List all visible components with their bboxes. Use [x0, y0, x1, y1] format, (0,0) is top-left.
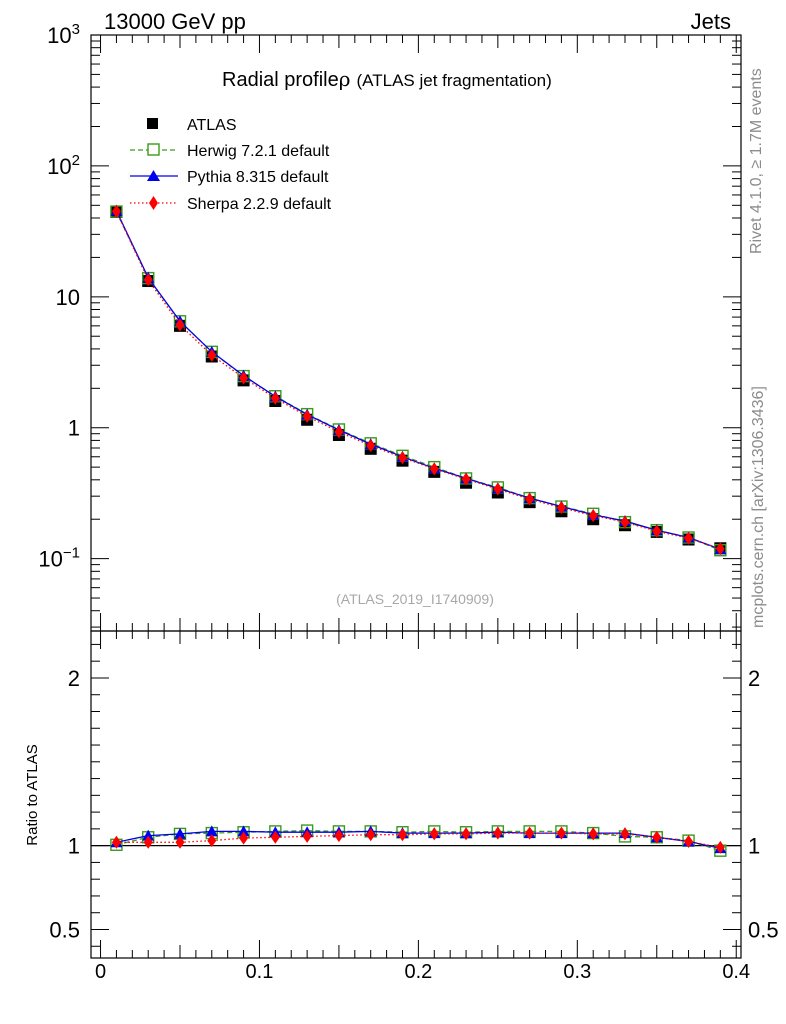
ratio-point-sherpa: [556, 826, 566, 840]
legend-item-herwig: Herwig 7.2.1 default: [130, 143, 330, 160]
analysis-watermark: (ATLAS_2019_I1740909): [336, 591, 494, 607]
legend-label-sherpa: Sherpa 2.2.9 default: [187, 196, 332, 213]
ratio-point-sherpa: [461, 827, 471, 841]
ratio-point-sherpa: [270, 830, 280, 844]
ratio-point-sherpa: [429, 827, 439, 841]
ratio-point-sherpa: [620, 827, 630, 841]
ratio-y-axis-label: Ratio to ATLAS: [24, 744, 41, 845]
main-point-sherpa: [302, 409, 312, 423]
main-point-sherpa: [397, 451, 407, 465]
legend-label-herwig: Herwig 7.2.1 default: [187, 143, 330, 160]
ratio-plot-frame: [90, 630, 742, 959]
main-y-tick-label: 10−1: [38, 545, 80, 572]
main-point-sherpa: [620, 515, 630, 529]
chart-title: Radial profileρ (ATLAS jet fragmentation): [222, 67, 552, 91]
ratio-line-sherpa: [116, 832, 721, 848]
main-line-sherpa: [115, 211, 721, 550]
ratio-point-sherpa: [239, 831, 249, 845]
x-tick-label: 0: [95, 961, 106, 983]
legend-item-atlas: ATLAS: [147, 117, 237, 134]
mcplots-label: mcplots.cern.ch [arXiv:1306.3436]: [750, 386, 767, 628]
main-series: [110, 204, 727, 557]
main-point-sherpa: [556, 501, 566, 515]
main-point-sherpa: [429, 462, 439, 476]
ratio-y-tick-label-right: 2: [748, 666, 760, 691]
legend-label-pythia: Pythia 8.315 default: [187, 169, 329, 186]
ratio-point-pythia: [205, 825, 218, 837]
main-point-sherpa: [334, 425, 344, 439]
header-right: Jets: [691, 9, 731, 34]
ratio-point-sherpa: [175, 835, 185, 849]
main-point-sherpa: [270, 391, 280, 405]
ratio-y-tick-label-left: 2: [68, 666, 80, 691]
main-point-sherpa: [652, 524, 662, 538]
x-tick-label: 0.2: [404, 961, 432, 983]
ratio-y-tick-label-right: 0.5: [748, 917, 779, 942]
ratio-y-tick-label-right: 1: [748, 834, 760, 859]
main-line-pythia: [115, 210, 721, 550]
legend-marker-pythia: [147, 170, 160, 181]
ratio-point-sherpa: [207, 834, 217, 848]
main-point-sherpa: [525, 492, 535, 506]
ratio-point-sherpa: [143, 835, 153, 849]
x-tick-label: 0.1: [246, 961, 274, 983]
main-y-tick-label: 1: [68, 416, 80, 441]
header-left: 13000 GeV pp: [104, 9, 246, 34]
ratio-point-sherpa: [684, 834, 694, 848]
main-point-sherpa: [239, 371, 249, 385]
ratio-point-pythia: [173, 827, 186, 839]
legend-item-pythia: Pythia 8.315 default: [130, 169, 329, 186]
main-point-sherpa: [366, 439, 376, 453]
ratio-point-sherpa: [493, 826, 503, 840]
main-point-sherpa: [588, 509, 598, 523]
ratio-point-sherpa: [302, 829, 312, 843]
ratio-point-sherpa: [525, 826, 535, 840]
main-point-sherpa: [111, 204, 121, 218]
ratio-point-sherpa: [397, 828, 407, 842]
main-line-herwig: [115, 211, 721, 551]
title-main: Radial profile: [222, 69, 339, 91]
main-point-sherpa: [175, 318, 185, 332]
ratio-point-sherpa: [715, 840, 725, 854]
main-y-tick-label: 102: [47, 152, 80, 179]
ratio-point-sherpa: [334, 829, 344, 843]
ratio-point-sherpa: [366, 828, 376, 842]
ratio-point-pythia: [142, 829, 155, 841]
ratio-point-pythia: [237, 825, 250, 837]
main-point-sherpa: [684, 531, 694, 545]
x-tick-label: 0.4: [722, 961, 750, 983]
x-tick-label: 0.3: [563, 961, 591, 983]
legend-marker-atlas: [147, 118, 158, 129]
legend-marker-sherpa: [149, 196, 158, 210]
title-sub: (ATLAS jet fragmentation): [357, 71, 552, 90]
main-y-tick-label: 103: [47, 21, 80, 48]
ratio-point-sherpa: [652, 830, 662, 844]
main-point-sherpa: [461, 472, 471, 486]
main-point-sherpa: [493, 482, 503, 496]
ratio-line-pythia: [116, 830, 721, 849]
main-y-tick-label: 10: [56, 285, 80, 310]
ratio-point-sherpa: [588, 827, 598, 841]
legend-label-atlas: ATLAS: [187, 117, 237, 134]
rivet-label: Rivet 4.1.0, ≥ 1.7M events: [748, 68, 765, 254]
legend-marker-herwig: [147, 143, 160, 156]
ratio-point-sherpa: [111, 835, 121, 849]
ratio-axis-ticks: 0 0.1 0.2 0.3 0.4 2 2 1 1 0.5 0.5: [49, 631, 779, 983]
main-point-sherpa: [715, 542, 725, 556]
title-symbol: ρ: [339, 67, 351, 91]
main-point-sherpa: [143, 273, 153, 287]
ratio-y-tick-label-left: 0.5: [49, 917, 80, 942]
ratio-y-tick-label-left: 1: [68, 834, 80, 859]
legend: ATLAS Herwig 7.2.1 default Pythia 8.315 …: [130, 117, 332, 213]
ratio-series: [110, 824, 727, 857]
legend-item-sherpa: Sherpa 2.2.9 default: [130, 196, 332, 213]
main-point-sherpa: [207, 348, 217, 362]
